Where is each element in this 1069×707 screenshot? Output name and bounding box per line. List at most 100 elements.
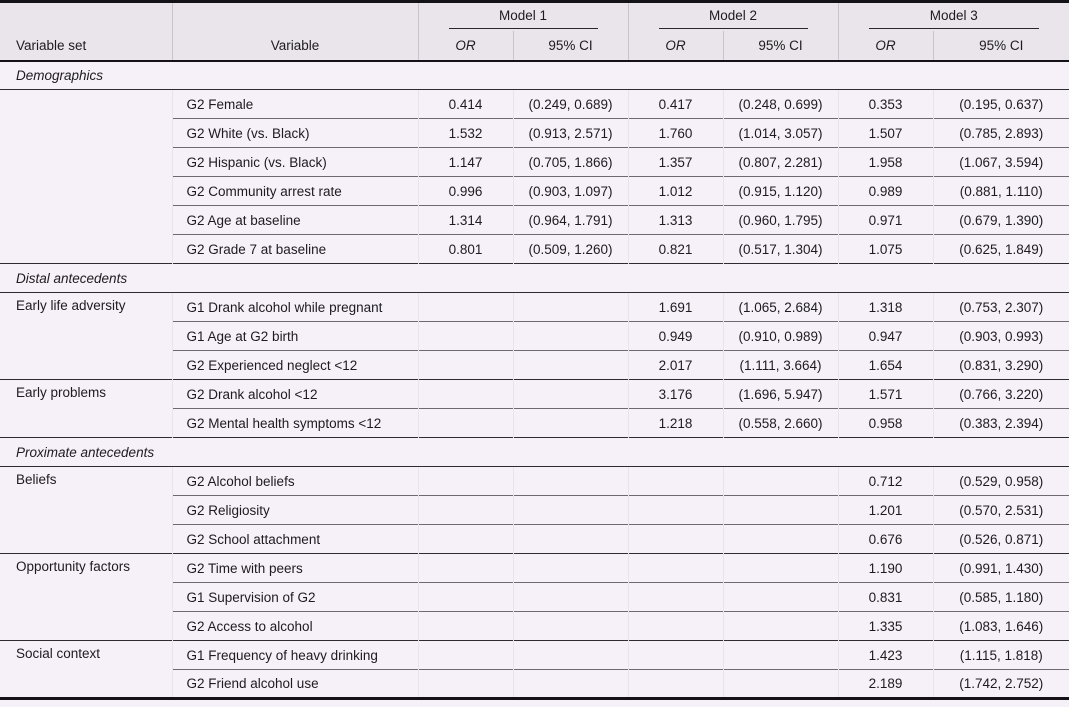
odds-ratio-value: 1.318 xyxy=(837,292,933,322)
variable-set-group-label: Early problems xyxy=(0,379,172,438)
confidence-interval-value xyxy=(512,524,628,554)
blank-header-cell xyxy=(0,1,172,31)
odds-ratio-value xyxy=(417,292,513,322)
confidence-interval-value: (0.625, 1.849) xyxy=(932,234,1069,264)
confidence-interval-value: (0.248, 0.699) xyxy=(722,89,838,119)
odds-ratio-value: 0.947 xyxy=(837,321,933,351)
odds-ratio-value: 1.147 xyxy=(417,147,513,177)
confidence-interval-value xyxy=(722,495,838,525)
odds-ratio-value: 0.801 xyxy=(417,234,513,264)
odds-ratio-value xyxy=(417,495,513,525)
confidence-interval-value: (1.067, 3.594) xyxy=(932,147,1069,177)
variable-cell: G2 Friend alcohol use xyxy=(171,669,418,699)
confidence-interval-value xyxy=(722,611,838,641)
table-row: G2 Hispanic (vs. Black) 1.147 (0.705, 1.86… xyxy=(0,147,1069,177)
confidence-interval-value: (1.742, 2.752) xyxy=(932,669,1069,699)
variable-set-group-label: Early life adversity xyxy=(0,292,172,380)
confidence-interval-value xyxy=(512,292,628,322)
confidence-interval-value xyxy=(722,582,838,612)
table-row: Beliefs G2 Alcohol beliefs 0.712 (0.529, 0.… xyxy=(0,466,1069,554)
section-title: Demographics xyxy=(0,60,1069,90)
table-row: Early life adversity G1 Drank alcohol whi… xyxy=(0,292,1069,380)
odds-ratio-value xyxy=(417,611,513,641)
odds-ratio-value xyxy=(417,669,513,699)
model-3-ci-column-header: 95% CI xyxy=(932,30,1069,62)
odds-ratio-value: 1.012 xyxy=(627,176,723,206)
odds-ratio-value: 1.075 xyxy=(837,234,933,264)
odds-ratio-value: 1.654 xyxy=(837,350,933,380)
odds-ratio-value: 1.760 xyxy=(627,118,723,148)
model-header-row: Model 1 Model 2 Model 3 xyxy=(0,1,1069,31)
confidence-interval-value xyxy=(722,640,838,670)
odds-ratio-value xyxy=(417,582,513,612)
confidence-interval-value: (0.570, 2.531) xyxy=(932,495,1069,525)
confidence-interval-value: (0.766, 3.220) xyxy=(932,379,1069,409)
confidence-interval-value xyxy=(512,582,628,612)
table-row: G2 Female 0.414 (0.249, 0.689) 0.417 (0.248,… xyxy=(0,89,1069,264)
odds-ratio-value: 0.676 xyxy=(837,524,933,554)
odds-ratio-value: 1.335 xyxy=(837,611,933,641)
confidence-interval-value: (0.913, 2.571) xyxy=(512,118,628,148)
odds-ratio-value xyxy=(417,466,513,496)
model-1-label: Model 1 xyxy=(448,8,598,30)
confidence-interval-value: (0.903, 1.097) xyxy=(512,176,628,206)
odds-ratio-value: 0.831 xyxy=(837,582,933,612)
confidence-interval-value: (0.705, 1.866) xyxy=(512,147,628,177)
odds-ratio-value xyxy=(417,350,513,380)
odds-ratio-value: 2.189 xyxy=(837,669,933,699)
variable-cell: G2 Grade 7 at baseline xyxy=(171,234,418,264)
odds-ratio-value xyxy=(627,524,723,554)
confidence-interval-value xyxy=(512,466,628,496)
table-row: G2 Access to alcohol 1.335 (1.083, 1.646) xyxy=(0,611,1069,641)
table-row: G2 White (vs. Black) 1.532 (0.913, 2.571) 1… xyxy=(0,118,1069,148)
confidence-interval-value: (0.585, 1.180) xyxy=(932,582,1069,612)
odds-ratio-value xyxy=(417,524,513,554)
odds-ratio-value: 3.176 xyxy=(627,379,723,409)
section-header-row: Proximate antecedents xyxy=(0,437,1069,467)
confidence-interval-value: (1.014, 3.057) xyxy=(722,118,838,148)
variable-cell: G2 White (vs. Black) xyxy=(171,118,418,148)
table-row: Social context G1 Frequency of heavy drin… xyxy=(0,640,1069,699)
model-2-or-column-header: OR xyxy=(627,30,723,62)
odds-ratio-value xyxy=(627,669,723,699)
table-row: G2 Community arrest rate 0.996 (0.903, 1.0… xyxy=(0,176,1069,206)
confidence-interval-value: (0.964, 1.791) xyxy=(512,205,628,235)
model-1-ci-column-header: 95% CI xyxy=(512,30,628,62)
confidence-interval-value: (1.083, 1.646) xyxy=(932,611,1069,641)
variable-cell: G2 School attachment xyxy=(171,524,418,554)
table-row: G2 Religiosity 1.201 (0.570, 2.531) xyxy=(0,495,1069,525)
variable-cell: G1 Drank alcohol while pregnant xyxy=(171,292,418,322)
variable-set-group-label: Social context xyxy=(0,640,172,699)
confidence-interval-value: (0.383, 2.394) xyxy=(932,408,1069,438)
model-2-label: Model 2 xyxy=(658,8,808,30)
table-row: Opportunity factors G2 Time with peers 1.1… xyxy=(0,553,1069,641)
confidence-interval-value xyxy=(512,350,628,380)
odds-ratio-value xyxy=(417,553,513,583)
odds-ratio-value xyxy=(627,582,723,612)
variable-cell: G2 Alcohol beliefs xyxy=(171,466,418,496)
confidence-interval-value xyxy=(722,553,838,583)
confidence-interval-value: (0.509, 1.260) xyxy=(512,234,628,264)
odds-ratio-value xyxy=(627,640,723,670)
confidence-interval-value: (0.753, 2.307) xyxy=(932,292,1069,322)
section-header-row: Distal antecedents xyxy=(0,263,1069,293)
odds-ratio-value xyxy=(417,640,513,670)
odds-ratio-value xyxy=(627,553,723,583)
odds-ratio-value: 1.357 xyxy=(627,147,723,177)
table-row: G2 Grade 7 at baseline 0.801 (0.509, 1.260… xyxy=(0,234,1069,264)
table-body: Demographics G2 Female 0.414 (0.249, 0.689)… xyxy=(0,60,1069,699)
confidence-interval-value xyxy=(512,321,628,351)
model-3-label: Model 3 xyxy=(868,8,1039,30)
confidence-interval-value xyxy=(722,466,838,496)
odds-ratio-value: 1.958 xyxy=(837,147,933,177)
variable-cell: G2 Religiosity xyxy=(171,495,418,525)
confidence-interval-value: (0.195, 0.637) xyxy=(932,89,1069,119)
section-header-row: Demographics xyxy=(0,60,1069,90)
odds-ratio-value: 0.989 xyxy=(837,176,933,206)
confidence-interval-value: (0.517, 1.304) xyxy=(722,234,838,264)
odds-ratio-value: 0.949 xyxy=(627,321,723,351)
confidence-interval-value xyxy=(512,408,628,438)
table-row: G2 Experienced neglect <12 2.017 (1.111, 3… xyxy=(0,350,1069,380)
variable-cell: G2 Mental health symptoms <12 xyxy=(171,408,418,438)
table-row: G2 Age at baseline 1.314 (0.964, 1.791) 1.3… xyxy=(0,205,1069,235)
